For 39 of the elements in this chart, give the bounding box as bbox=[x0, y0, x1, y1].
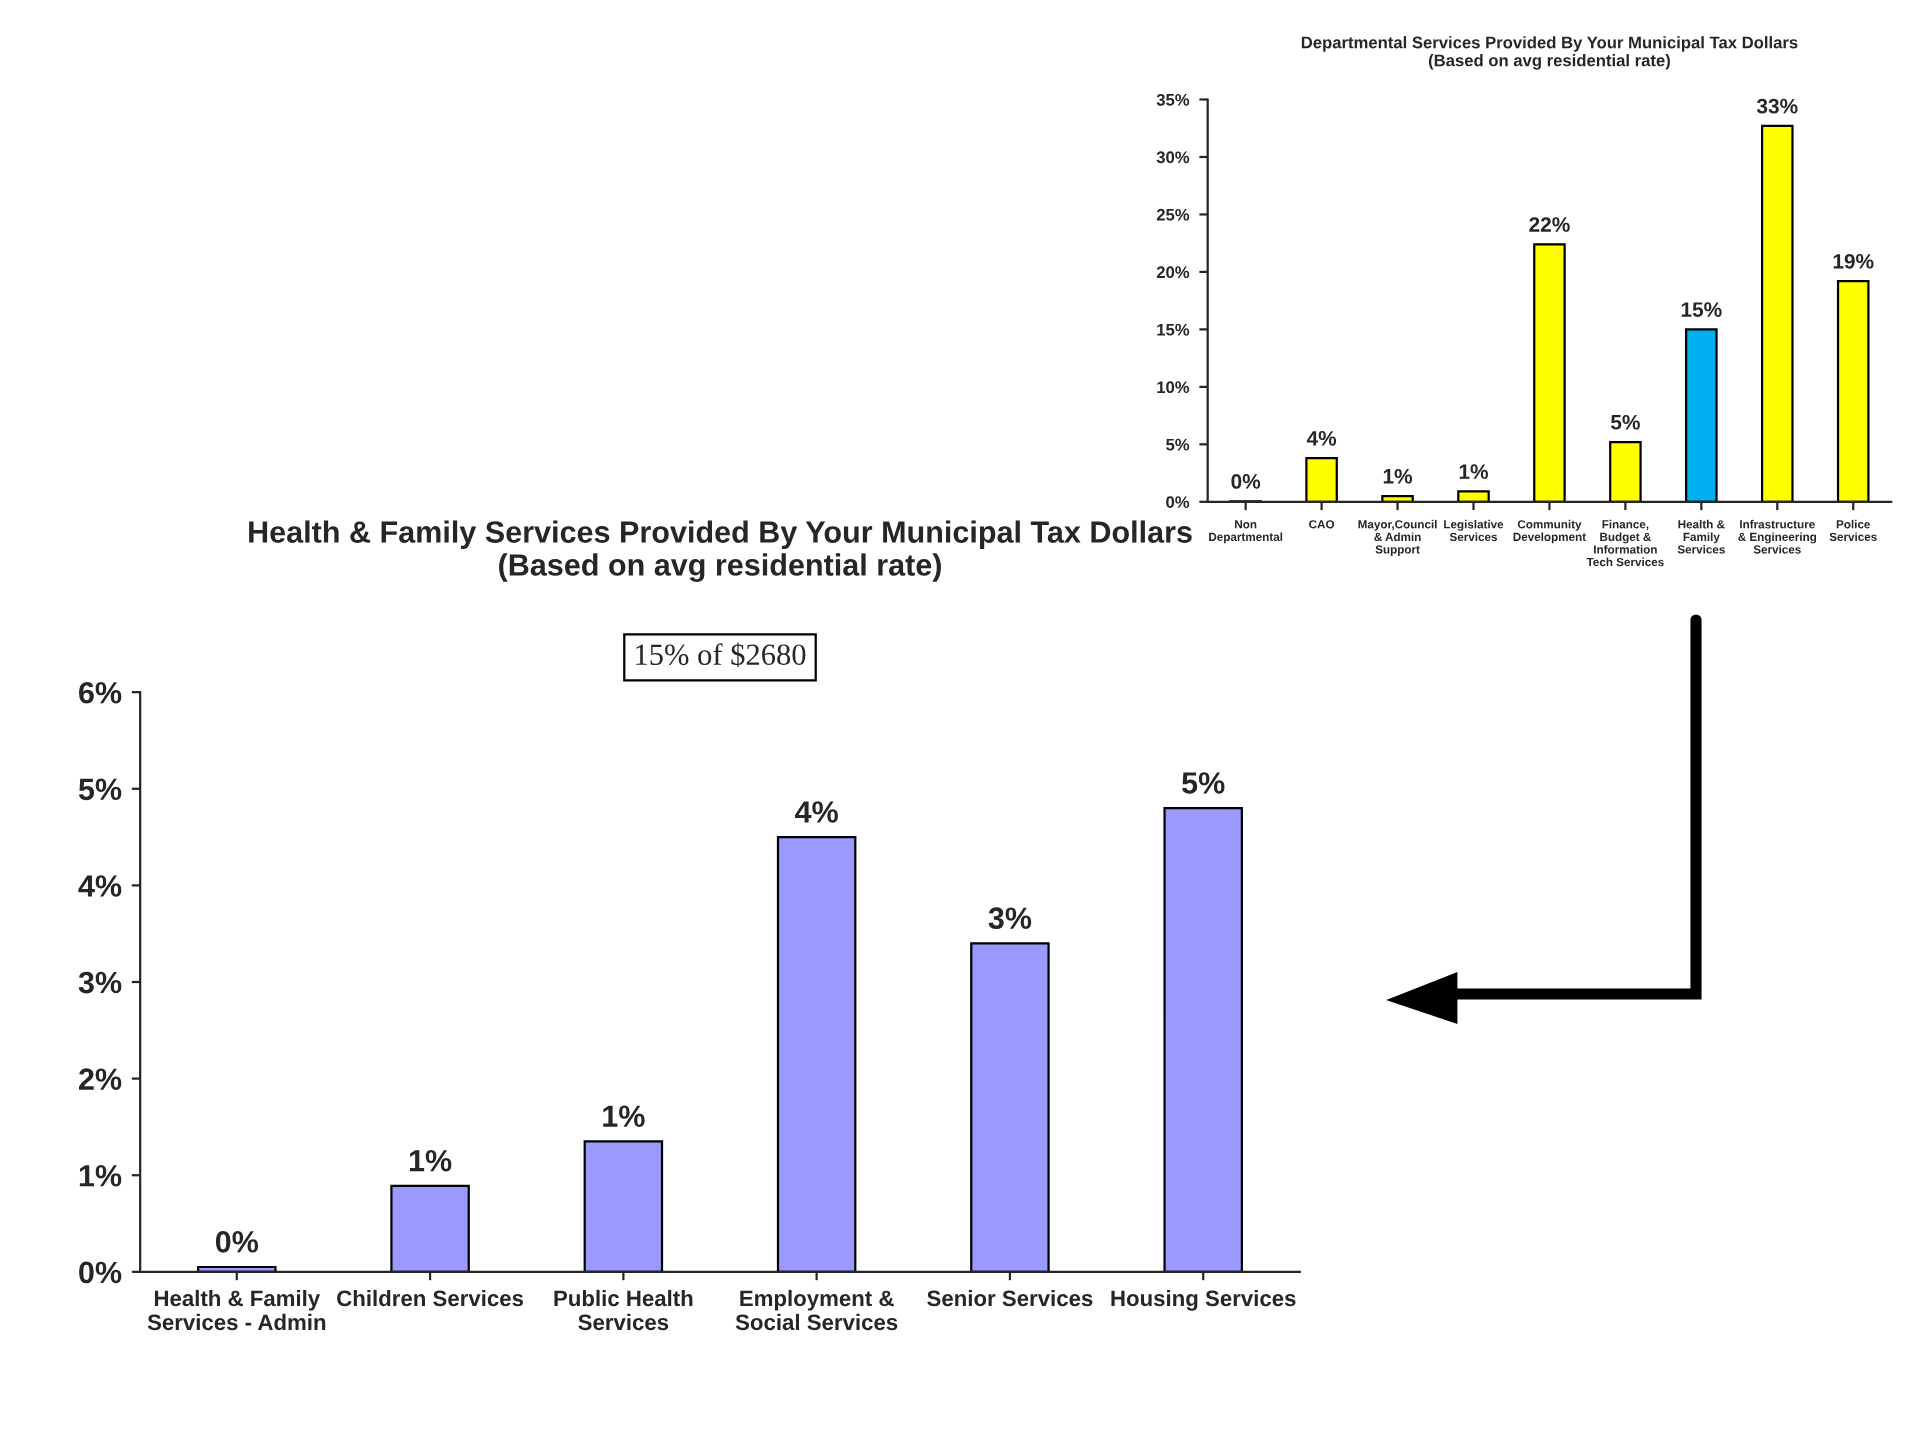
y-tick-label: 0% bbox=[1166, 496, 1190, 509]
x-tick-label: Public Health Services bbox=[554, 1289, 693, 1331]
data-label: 1% bbox=[603, 1105, 645, 1127]
y-tick-label: 25% bbox=[1156, 208, 1190, 221]
text: 15% of $2680 bbox=[636, 642, 806, 668]
y-tick-label: 5% bbox=[78, 778, 122, 801]
x-tick-label: Children Services bbox=[337, 1289, 524, 1307]
x-tick-label: Employment & Social Services bbox=[735, 1289, 898, 1331]
x-tick-label: Housing Services bbox=[1111, 1289, 1296, 1311]
data-label: 3% bbox=[988, 907, 1032, 930]
data-label: 4% bbox=[1306, 430, 1337, 446]
data-label: 19% bbox=[1833, 253, 1874, 269]
y-tick-label: 3% bbox=[78, 971, 122, 994]
data-label: 5% bbox=[1182, 772, 1225, 794]
chart-title: Health & Family Services Provided By Your Municipal Tax Dollars (Based on avg residential rate) bbox=[249, 520, 1192, 582]
data-label: 0% bbox=[215, 1231, 259, 1253]
data-label: 1% bbox=[1459, 464, 1488, 479]
data-label: 15% bbox=[1681, 302, 1722, 317]
y-tick-label: 30% bbox=[1156, 151, 1190, 164]
y-tick-label: 10% bbox=[1157, 381, 1190, 394]
data-label: 33% bbox=[1756, 98, 1798, 114]
y-tick-label: 15% bbox=[1157, 323, 1190, 336]
y-tick-label: 35% bbox=[1156, 93, 1190, 106]
y-tick-label: 5% bbox=[1166, 438, 1190, 451]
y-tick-label: 20% bbox=[1156, 266, 1190, 279]
data-label: 1% bbox=[409, 1149, 452, 1172]
data-label: 22% bbox=[1529, 217, 1570, 232]
y-tick-label: 1% bbox=[79, 1165, 122, 1187]
x-tick-label: Health & Family Services - Admin bbox=[147, 1289, 326, 1331]
data-label: 0% bbox=[1231, 474, 1261, 489]
y-tick-label: 0% bbox=[79, 1261, 122, 1284]
data-label: 4% bbox=[795, 801, 838, 823]
y-tick-label: 6% bbox=[79, 681, 122, 704]
x-tick-label: Senior Services bbox=[927, 1289, 1093, 1307]
y-tick-label: 2% bbox=[79, 1068, 122, 1090]
chart-title: Departmental Services Provided By Your Municipal Tax Dollars (Based on avg residential rate) bbox=[1301, 36, 1798, 70]
data-label: 1% bbox=[1383, 468, 1413, 484]
data-label: 5% bbox=[1610, 414, 1640, 430]
y-tick-label: 4% bbox=[78, 875, 122, 897]
